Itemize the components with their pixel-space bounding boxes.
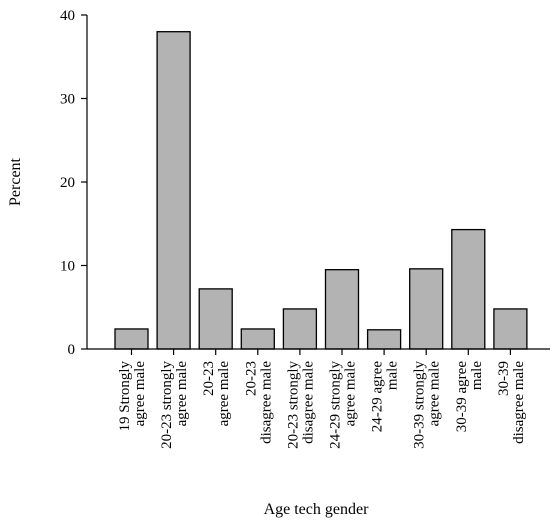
bar xyxy=(282,308,318,350)
y-tick-label: 40 xyxy=(60,8,75,24)
x-tick-label: 20-23agree male xyxy=(201,361,232,427)
x-tick-label: 20-23disagree male xyxy=(243,361,274,444)
bar xyxy=(156,31,191,350)
x-tick-label-line: agree male xyxy=(174,361,190,427)
y-ticks: 0 10 20 30 40 xyxy=(60,8,87,358)
x-tick-label-line: 20-23 xyxy=(243,361,259,396)
x-tick-label-line: agree male xyxy=(132,361,148,427)
x-tick-label: 24-29 agreemale xyxy=(370,361,401,433)
x-tick-label-line: male xyxy=(385,361,401,390)
x-tick-label: 20-23 stronglydisagree male xyxy=(285,361,316,449)
bar xyxy=(198,288,233,350)
x-tick-label-line: 24-29 strongly xyxy=(328,361,344,449)
x-tick-label: 30-39 agreemale xyxy=(454,361,485,433)
x-tick-label-line: 20-23 strongly xyxy=(159,361,175,449)
y-tick-label: 10 xyxy=(60,259,75,275)
x-tick-label-line: male xyxy=(469,361,485,390)
x-axis-label: Age tech gender xyxy=(264,501,370,518)
x-tick-label: 20-23 stronglyagree male xyxy=(159,361,190,449)
x-tick-label-line: 24-29 agree xyxy=(370,361,386,433)
y-axis-label: Percent xyxy=(7,157,24,206)
x-tick-label: 30-39disagree male xyxy=(496,361,527,444)
x-tick-label-line: 30-39 agree xyxy=(454,361,470,433)
x-ticks: 19 Stronglyagree male 20-23 stronglyagree… xyxy=(117,349,527,449)
x-tick-label-line: 20-23 strongly xyxy=(285,361,301,449)
bar xyxy=(409,268,444,350)
bar xyxy=(114,328,149,350)
x-tick-label-line: disagree male xyxy=(511,361,527,444)
x-tick-label-line: agree male xyxy=(216,361,232,427)
y-tick-label: 0 xyxy=(68,342,76,358)
bar xyxy=(324,269,360,350)
bar xyxy=(240,328,275,350)
x-tick-label-line: agree male xyxy=(427,361,443,427)
bar xyxy=(366,329,402,350)
x-tick-label-line: 30-39 xyxy=(496,361,512,396)
x-tick-label-line: 20-23 xyxy=(201,361,217,396)
x-tick-label-line: disagree male xyxy=(300,361,316,444)
y-tick-label: 30 xyxy=(60,92,75,108)
bar xyxy=(493,308,528,350)
x-tick-label: 19 Stronglyagree male xyxy=(117,361,148,432)
x-tick-label-line: agree male xyxy=(343,361,359,427)
x-tick-label-line: 30-39 strongly xyxy=(412,361,428,449)
bar xyxy=(451,228,486,350)
bars-layer xyxy=(114,31,528,350)
y-tick-label: 20 xyxy=(60,175,75,191)
x-tick-label: 30-39 stronglyagree male xyxy=(412,361,443,449)
x-tick-label-line: disagree male xyxy=(258,361,274,444)
x-tick-label-line: 19 Strongly xyxy=(117,361,133,432)
x-tick-label: 24-29 stronglyagree male xyxy=(328,361,359,449)
